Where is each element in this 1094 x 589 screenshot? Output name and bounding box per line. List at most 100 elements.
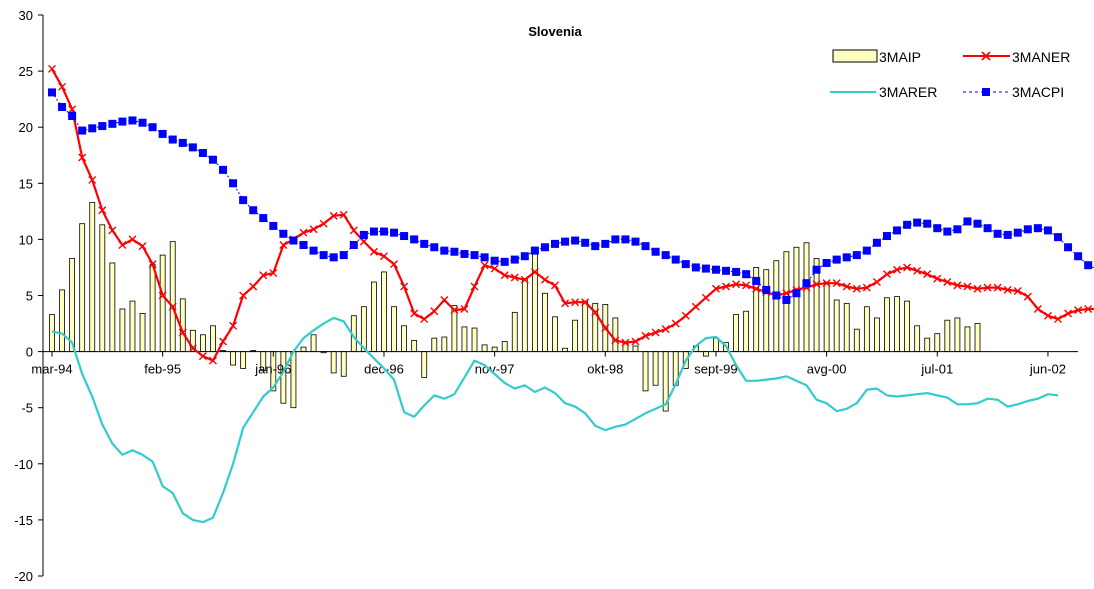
point-3maner: [1054, 315, 1062, 324]
point-3maner: [58, 82, 67, 91]
bar-3maip: [652, 351, 659, 386]
point-3maner: [1064, 309, 1073, 318]
point-3maner: [963, 282, 972, 291]
bar-3maip: [391, 306, 397, 353]
point-3macpi: [359, 230, 368, 239]
point-3maner: [259, 271, 268, 280]
bar-3maip: [521, 278, 528, 353]
point-3maner: [1084, 304, 1093, 313]
point-3macpi: [933, 224, 942, 233]
point-3macpi: [138, 118, 147, 127]
point-3macpi: [379, 227, 388, 236]
bar-3maip: [230, 351, 236, 366]
point-3maner: [168, 302, 177, 311]
y-tick-label: -15: [14, 513, 33, 528]
x-tick-label: jul-01: [920, 362, 953, 377]
point-3maner: [78, 153, 87, 162]
bar-3maip: [632, 345, 639, 352]
point-3macpi: [832, 255, 841, 264]
x-tick-label: jun-02: [1029, 362, 1066, 377]
point-3maner: [158, 291, 167, 300]
point-3maner: [430, 307, 439, 316]
bar-3maip: [843, 302, 850, 353]
bar-3maip: [340, 351, 347, 377]
series-lines: [48, 64, 1094, 524]
point-3macpi: [581, 238, 590, 247]
point-3macpi: [279, 229, 288, 238]
point-3macpi: [520, 252, 529, 261]
bar-3maip: [803, 242, 810, 353]
point-3macpi: [923, 219, 932, 228]
bar-3maip: [954, 317, 961, 353]
point-3maner: [279, 241, 288, 250]
point-3macpi: [742, 270, 751, 279]
legend-marker-3macpi: [982, 88, 990, 96]
point-3maner: [782, 289, 791, 298]
point-3macpi: [551, 239, 559, 248]
x-tick-label: mar-94: [31, 362, 72, 377]
point-3macpi: [540, 243, 549, 252]
point-3macpi: [671, 255, 680, 264]
point-3macpi: [249, 206, 258, 215]
y-tick-label: 25: [19, 64, 33, 79]
bar-3maip: [159, 254, 166, 352]
point-3macpi: [319, 251, 328, 260]
legend-swatch-3maip: [832, 49, 878, 63]
point-3maner: [933, 274, 942, 283]
point-3macpi: [852, 251, 861, 260]
point-3maner: [611, 336, 620, 345]
point-3maner: [198, 352, 207, 361]
bar-3maip: [300, 346, 307, 352]
bar-3maip: [290, 351, 297, 409]
point-3maner: [822, 279, 831, 288]
point-3macpi: [792, 289, 801, 298]
point-3macpi: [490, 256, 499, 265]
point-3macpi: [450, 247, 459, 256]
bar-3maip: [511, 311, 518, 352]
point-3macpi: [460, 249, 469, 258]
point-3maner: [1003, 285, 1012, 294]
point-3maner: [923, 270, 932, 279]
point-3maner: [701, 293, 710, 302]
line-3marer: [51, 316, 1059, 524]
point-3maner: [671, 319, 680, 328]
x-tick-label: sept-99: [694, 362, 737, 377]
point-3macpi: [420, 239, 429, 248]
legend-label-3macpi: 3MACPI: [1012, 84, 1064, 100]
point-3macpi: [621, 235, 630, 244]
point-3macpi: [872, 238, 881, 247]
point-3macpi: [1064, 243, 1073, 252]
point-3maner: [219, 337, 228, 346]
bar-3maip: [109, 262, 116, 353]
point-3macpi: [1074, 252, 1083, 261]
point-3maner: [1043, 311, 1052, 320]
point-3macpi: [711, 265, 720, 274]
point-3macpi: [369, 227, 378, 236]
point-3macpi: [701, 264, 710, 273]
point-3macpi: [480, 253, 489, 262]
point-3macpi: [118, 117, 127, 126]
bar-3maip: [330, 351, 337, 374]
bar-3maip: [371, 281, 377, 353]
point-3maner: [732, 280, 741, 289]
point-3macpi: [269, 221, 278, 230]
point-3maner: [832, 279, 841, 288]
legend: 3MAIP 3MANER 3MARER 3MACPI: [830, 49, 1070, 100]
point-3maner: [872, 278, 881, 287]
point-3macpi: [752, 276, 761, 285]
point-3macpi: [993, 229, 1002, 238]
point-3macpi: [58, 103, 67, 112]
point-3macpi: [78, 126, 87, 135]
bar-3maip: [169, 241, 176, 352]
point-3maner: [249, 282, 258, 291]
point-3macpi: [842, 253, 851, 262]
point-3macpi: [591, 242, 600, 251]
bar-3maip: [743, 310, 750, 353]
point-3macpi: [903, 220, 912, 229]
point-3maner: [339, 210, 348, 219]
bar-3maip: [139, 313, 146, 352]
point-3macpi: [601, 239, 610, 248]
point-3macpi: [48, 88, 56, 97]
point-3maner: [460, 304, 469, 313]
point-3maner: [893, 265, 902, 274]
